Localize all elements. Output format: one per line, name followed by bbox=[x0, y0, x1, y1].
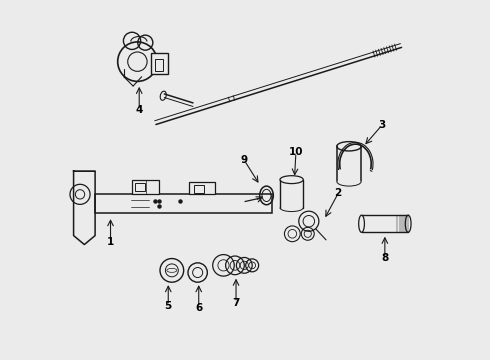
Bar bbox=[95, 194, 272, 213]
Text: 10: 10 bbox=[289, 147, 303, 157]
Bar bbox=[190, 182, 215, 194]
Bar bbox=[155, 59, 163, 71]
Text: 9: 9 bbox=[241, 155, 248, 165]
Bar bbox=[195, 185, 204, 193]
Text: 1: 1 bbox=[107, 237, 114, 247]
Bar bbox=[135, 183, 145, 191]
Text: 7: 7 bbox=[232, 298, 240, 308]
Text: 3: 3 bbox=[378, 120, 386, 130]
Text: 4: 4 bbox=[136, 105, 143, 115]
Text: 5: 5 bbox=[165, 301, 172, 311]
Text: 2: 2 bbox=[335, 188, 342, 198]
Bar bbox=[132, 180, 159, 194]
Bar bbox=[151, 53, 168, 74]
Text: 6: 6 bbox=[195, 303, 202, 313]
Text: 8: 8 bbox=[381, 253, 389, 263]
